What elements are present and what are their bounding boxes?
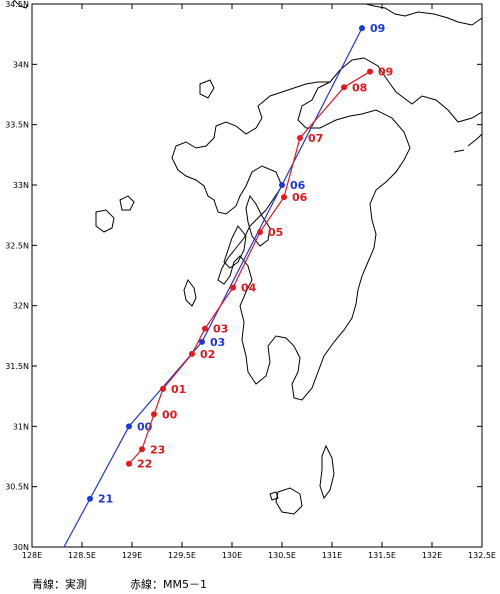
model-track-point: [367, 68, 373, 75]
koshiki-coastline: [183, 278, 197, 307]
lon-tick-label: 132.5E: [468, 551, 496, 560]
axis-ticks: 128E 128.5E 129E 129.5E 130E 130.5E 131E 131.5E…: [5, 0, 496, 560]
lon-tick-label: 128.5E: [68, 551, 96, 560]
model-track-point: [230, 284, 236, 291]
lat-tick-label: 32.5N: [5, 241, 29, 250]
lon-tick-label: 130E: [222, 551, 242, 560]
observed-track-point: [199, 338, 205, 345]
iki-coastline: [199, 79, 215, 99]
goto-coastline: [95, 195, 135, 233]
model-time-label: 01: [171, 383, 186, 396]
model-track-point: [139, 446, 145, 453]
kuchinoerabu-coastline: [269, 491, 279, 501]
lon-tick-label: 131.5E: [368, 551, 396, 560]
shimabara-coastline: [245, 194, 271, 247]
lon-tick-label: 130.5E: [268, 551, 296, 560]
model-track-point: [202, 325, 208, 332]
model-track-line: [128, 71, 371, 465]
model-track-point: [160, 385, 166, 392]
model-time-label: 00: [162, 408, 178, 421]
lat-tick-label: 32N: [13, 302, 29, 311]
lon-tick-label: 128E: [22, 551, 42, 560]
model-time-label: 06: [292, 191, 308, 204]
coastline-layer: [13, 0, 483, 515]
model-time-label: 22: [137, 458, 152, 471]
legend-observed: 青線：実測: [32, 578, 87, 591]
map-legend: 青線：実測 赤線：MM5－1: [32, 576, 211, 592]
shikoku-coastline: [453, 133, 483, 153]
model-time-label: 04: [241, 282, 257, 295]
model-time-label: 09: [378, 66, 393, 79]
observed-track-point: [87, 495, 93, 502]
lat-tick-label: 34N: [13, 60, 29, 69]
observed-time-label: 03: [210, 336, 225, 349]
lat-tick-label: 30.5N: [5, 483, 29, 492]
observed-track-point: [279, 182, 285, 188]
observed-time-label: 21: [98, 493, 113, 506]
model-track-point: [297, 134, 303, 141]
model-time-label: 03: [213, 323, 228, 336]
observed-time-label: 09: [370, 22, 385, 35]
lon-tick-label: 132E: [422, 551, 442, 560]
lat-tick-label: 31N: [13, 422, 29, 431]
observed-track-point: [126, 423, 132, 430]
lat-tick-label: 33.5N: [5, 121, 29, 130]
model-track-point: [341, 84, 347, 91]
model-time-label: 23: [150, 443, 165, 456]
kyushu-coastline: [171, 3, 483, 401]
model-track-point: [151, 411, 157, 418]
model-track-point: [257, 229, 263, 236]
legend-model: 赤線：MM5－1: [130, 578, 207, 591]
amakusa-coastline: [223, 225, 247, 269]
observed-track-point: [359, 25, 365, 32]
tsushima-coastline: [13, 0, 29, 9]
model-track-point: [189, 350, 195, 357]
lon-tick-label: 129E: [122, 551, 142, 560]
lon-tick-label: 131E: [322, 551, 342, 560]
model-time-label: 02: [200, 348, 215, 361]
lat-tick-label: 30N: [13, 543, 29, 552]
map-frame: [31, 3, 483, 548]
model-track-point: [281, 194, 287, 201]
observed-track-line: [63, 27, 363, 548]
model-time-label: 05: [268, 226, 283, 239]
lat-tick-label: 33N: [13, 181, 29, 190]
yakushima-coastline: [275, 487, 303, 515]
model-time-label: 07: [308, 132, 323, 145]
lat-tick-label: 31.5N: [5, 362, 29, 371]
model-track-point: [126, 460, 132, 467]
model-time-label: 08: [352, 81, 367, 94]
tanegashima-coastline: [319, 444, 335, 500]
lon-tick-label: 129.5E: [168, 551, 196, 560]
observed-time-label: 06: [290, 179, 306, 192]
lat-tick-label: 34.5N: [5, 0, 29, 9]
